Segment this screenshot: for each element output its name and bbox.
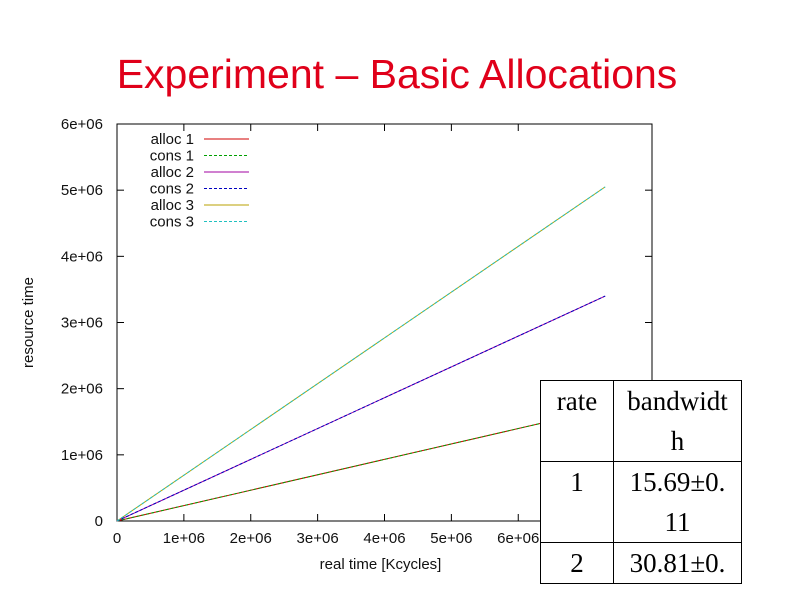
table-header-row: rate bandwidt h: [540, 380, 742, 462]
table-cell-rate: 1: [540, 461, 614, 543]
table-cell-bandwidth: 30.81±0.: [613, 542, 742, 584]
legend-label: alloc 1: [151, 131, 194, 148]
x-tick-label: 4e+06: [363, 530, 405, 547]
y-tick-label: 5e+06: [61, 182, 103, 199]
y-tick-label: 2e+06: [61, 381, 103, 398]
table-row: 2 30.81±0.: [540, 542, 742, 584]
table-header-bandwidth: bandwidt h: [613, 380, 742, 462]
legend-label: cons 2: [150, 181, 194, 198]
rate-bandwidth-table: rate bandwidt h 1 15.69±0. 11 2 30.81±0.: [540, 380, 742, 584]
table-header-rate: rate: [540, 380, 614, 462]
legend-label: alloc 3: [151, 197, 194, 214]
x-tick-label: 3e+06: [297, 530, 339, 547]
legend-label: alloc 2: [151, 164, 194, 181]
table-cell-rate: 2: [540, 542, 614, 584]
table-row: 1 15.69±0. 11: [540, 461, 742, 543]
x-tick-label: 5e+06: [430, 530, 472, 547]
y-tick-label: 1e+06: [61, 447, 103, 464]
y-axis-label: resource time: [20, 277, 37, 368]
y-tick-label: 6e+06: [61, 116, 103, 133]
legend-label: cons 3: [150, 214, 194, 231]
y-tick-label: 0: [95, 513, 103, 530]
series-line-2: [116, 408, 606, 522]
x-tick-label: 1e+06: [163, 530, 205, 547]
x-tick-label: 6e+06: [497, 530, 539, 547]
slide-title: Experiment – Basic Allocations: [116, 51, 678, 97]
series-line-4: [116, 295, 606, 522]
x-axis-label: real time [Kcycles]: [320, 556, 442, 573]
y-tick-label: 3e+06: [61, 315, 103, 332]
x-tick-label: 0: [113, 530, 121, 547]
series-line-6: [116, 186, 606, 522]
legend-label: cons 1: [150, 148, 194, 165]
y-tick-label: 4e+06: [61, 248, 103, 265]
table-cell-bandwidth: 15.69±0. 11: [613, 461, 742, 543]
x-tick-label: 2e+06: [230, 530, 272, 547]
